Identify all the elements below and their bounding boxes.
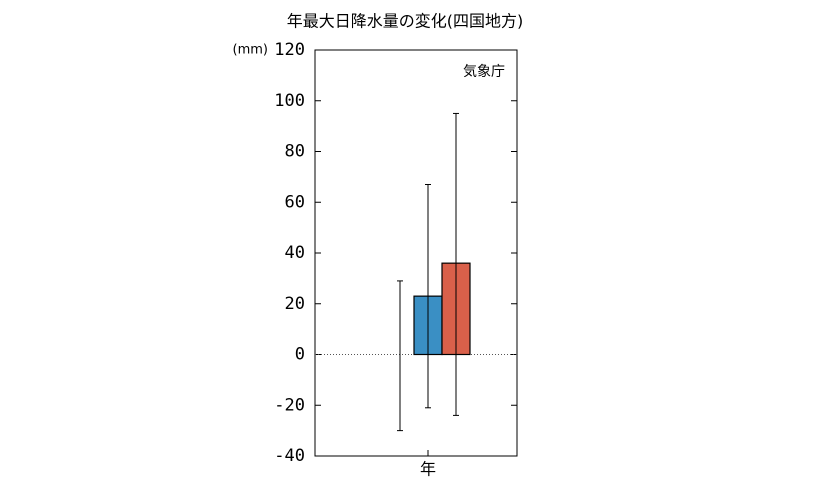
plot-frame [314, 49, 518, 457]
error-bar [453, 112, 459, 416]
y-tick-label: 0 [295, 345, 305, 365]
y-tick-label: 40 [285, 243, 305, 263]
y-tick-label: 80 [285, 142, 305, 162]
y-tick-label: 60 [285, 192, 305, 212]
y-tick-label: 20 [285, 294, 305, 314]
y-tick-label: -40 [274, 446, 305, 466]
x-tick-label: 年 [420, 460, 436, 479]
y-tick-label: 100 [274, 91, 305, 111]
y-tick-label: 120 [274, 40, 305, 60]
error-bar [397, 280, 403, 432]
y-tick-label: -20 [274, 395, 305, 415]
chart-title: 年最大日降水量の変化(四国地方) [287, 12, 524, 31]
annotation: 気象庁 [463, 64, 505, 80]
error-bar [425, 183, 431, 409]
y-axis-label: (mm) [233, 43, 268, 58]
